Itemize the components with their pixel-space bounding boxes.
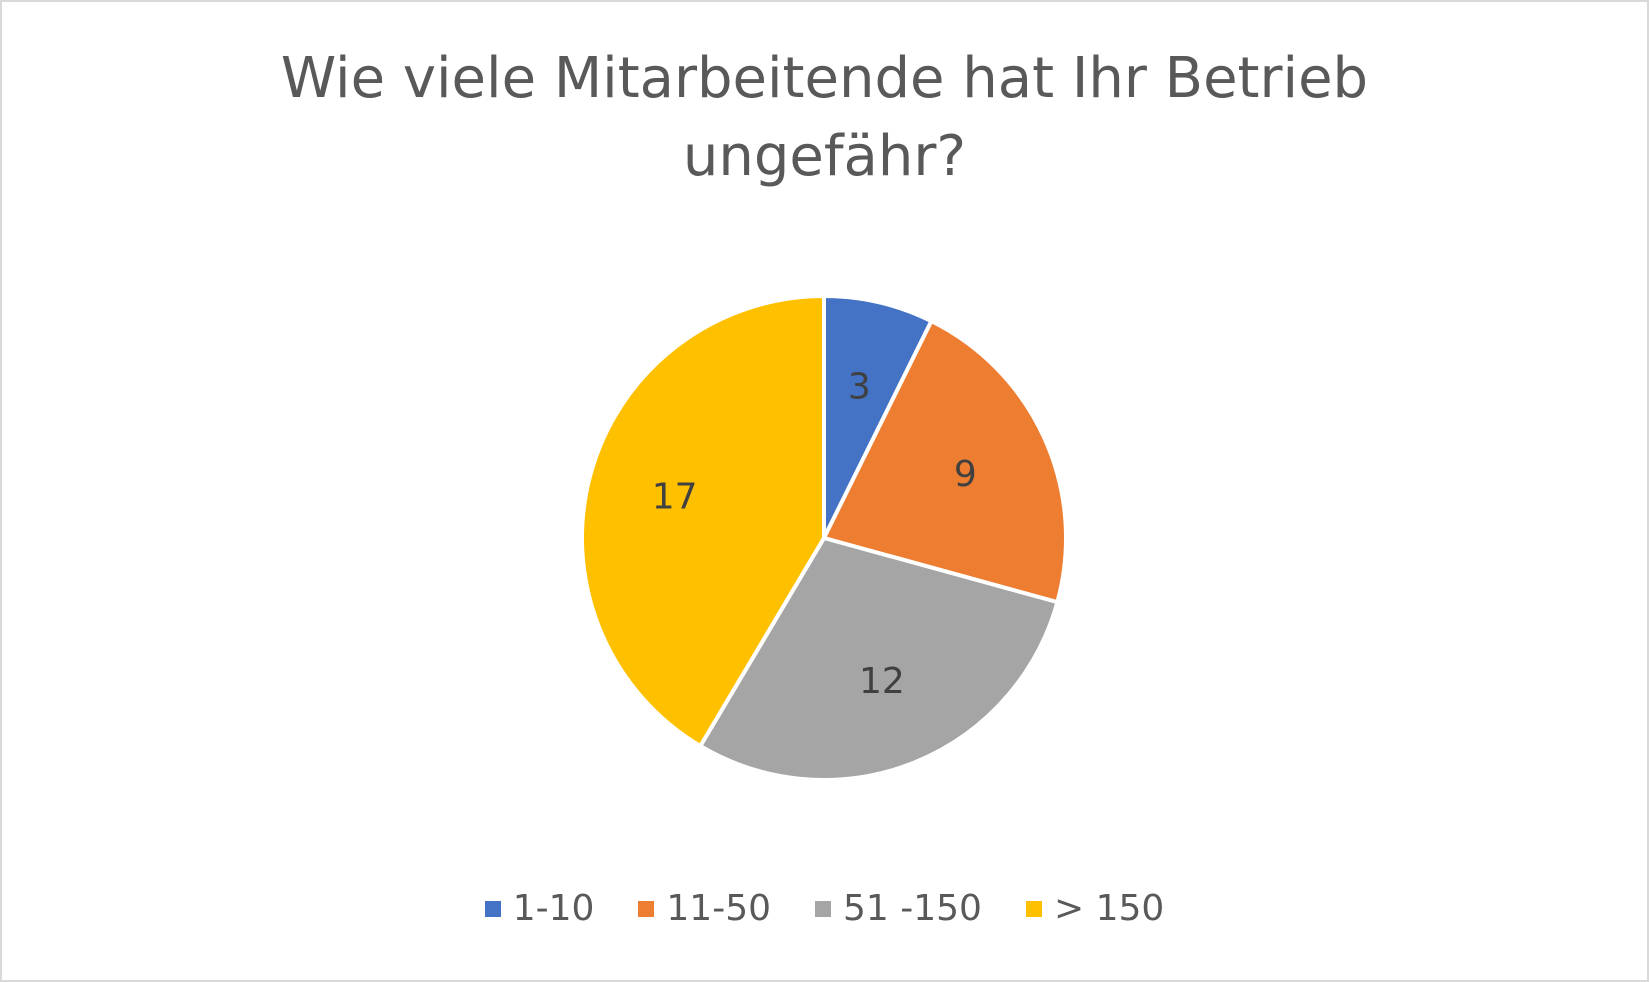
chart-legend: 1-10 11-50 51 -150 > 150 bbox=[0, 888, 1649, 929]
legend-label: 1-10 bbox=[512, 888, 595, 929]
legend-swatch bbox=[638, 900, 655, 917]
legend-label: 51 -150 bbox=[843, 888, 982, 929]
legend-label: > 150 bbox=[1053, 888, 1165, 929]
chart-title: Wie viele Mitarbeitende hat Ihr Betrieb … bbox=[0, 40, 1649, 196]
pie-slice-over-150 bbox=[580, 294, 826, 749]
legend-swatch bbox=[815, 900, 831, 917]
legend-item-51-150: 51 -150 bbox=[815, 888, 982, 929]
data-label: 3 bbox=[848, 367, 871, 408]
data-label: 12 bbox=[859, 661, 905, 702]
data-label: 9 bbox=[954, 454, 977, 495]
data-label: 17 bbox=[652, 476, 698, 517]
chart-title-line-2: ungefähr? bbox=[682, 124, 967, 189]
legend-item-1-10: 1-10 bbox=[484, 888, 595, 929]
legend-swatch bbox=[484, 900, 501, 917]
legend-swatch bbox=[1025, 900, 1042, 917]
legend-item-over-150: > 150 bbox=[1025, 888, 1165, 929]
pie-slice-1-10 bbox=[822, 294, 934, 540]
chart-title-line-1: Wie viele Mitarbeitende hat Ihr Betrieb bbox=[280, 46, 1369, 111]
legend-label: 11-50 bbox=[666, 888, 771, 929]
legend-item-11-50: 11-50 bbox=[638, 888, 771, 929]
pie-slice-11-50 bbox=[822, 319, 1068, 605]
